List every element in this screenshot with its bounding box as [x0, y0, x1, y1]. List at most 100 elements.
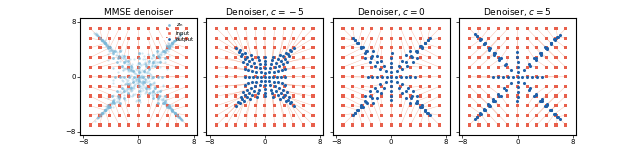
- Point: [489, 52, 499, 54]
- Point: [108, 52, 118, 54]
- Point: [513, 124, 523, 126]
- Point: [154, 96, 164, 98]
- Point: [412, 57, 422, 59]
- Point: [143, 47, 153, 49]
- Point: [104, 27, 115, 30]
- Point: [95, 47, 105, 49]
- Point: [138, 81, 148, 83]
- Point: [561, 37, 571, 39]
- Point: [152, 104, 163, 107]
- Point: [117, 65, 127, 67]
- Point: [164, 105, 174, 108]
- Point: [99, 42, 109, 44]
- Point: [147, 65, 157, 67]
- Point: [260, 88, 270, 90]
- Point: [147, 77, 157, 80]
- Point: [175, 116, 185, 119]
- Point: [135, 100, 145, 103]
- Point: [372, 97, 382, 99]
- Point: [102, 105, 113, 108]
- Point: [493, 85, 504, 88]
- Point: [545, 42, 556, 44]
- Point: [348, 66, 358, 68]
- Point: [138, 83, 148, 86]
- Point: [250, 76, 260, 78]
- Point: [561, 27, 571, 30]
- Point: [156, 53, 166, 55]
- Point: [123, 75, 133, 77]
- Point: [279, 114, 289, 117]
- Point: [138, 58, 148, 60]
- Point: [241, 124, 251, 126]
- Point: [338, 104, 348, 107]
- Point: [109, 97, 119, 100]
- Point: [250, 66, 260, 68]
- Point: [415, 85, 425, 88]
- Point: [250, 85, 260, 88]
- Point: [136, 81, 147, 84]
- Point: [120, 60, 130, 62]
- Point: [182, 56, 192, 59]
- Point: [134, 72, 145, 74]
- Point: [134, 67, 144, 70]
- Point: [375, 68, 385, 70]
- Point: [412, 101, 422, 104]
- Point: [480, 109, 490, 111]
- Point: [275, 97, 285, 100]
- Point: [289, 104, 299, 107]
- Point: [124, 62, 134, 65]
- Point: [146, 57, 156, 59]
- Point: [240, 68, 250, 71]
- Point: [128, 76, 138, 79]
- Point: [104, 95, 115, 97]
- Point: [175, 117, 185, 119]
- Point: [95, 114, 105, 117]
- Point: [145, 83, 155, 86]
- Point: [536, 53, 547, 56]
- Point: [289, 95, 299, 97]
- Point: [221, 76, 232, 78]
- Point: [96, 38, 106, 41]
- Point: [107, 100, 117, 103]
- Point: [367, 37, 377, 39]
- Point: [109, 50, 119, 52]
- Point: [123, 86, 133, 89]
- Point: [212, 114, 222, 117]
- Point: [289, 76, 299, 78]
- Point: [106, 48, 116, 50]
- Point: [124, 82, 134, 85]
- Point: [212, 104, 222, 107]
- Point: [145, 91, 156, 93]
- Point: [121, 78, 131, 80]
- Point: [493, 95, 504, 97]
- Point: [405, 76, 415, 78]
- Point: [363, 76, 373, 78]
- Point: [512, 51, 522, 53]
- Point: [415, 76, 425, 78]
- Point: [143, 75, 153, 78]
- Point: [106, 48, 116, 51]
- Point: [115, 59, 125, 62]
- Point: [231, 76, 241, 78]
- Point: [360, 57, 371, 60]
- Point: [532, 124, 542, 126]
- Point: [169, 111, 179, 114]
- Point: [417, 45, 427, 48]
- Point: [164, 107, 175, 110]
- Point: [166, 108, 177, 111]
- Point: [522, 75, 532, 78]
- Point: [120, 68, 130, 70]
- Point: [164, 55, 174, 57]
- Point: [386, 85, 396, 88]
- Point: [357, 37, 367, 39]
- Point: [376, 56, 387, 59]
- Point: [289, 56, 299, 59]
- Point: [123, 64, 133, 66]
- Point: [488, 76, 498, 78]
- Point: [170, 40, 180, 42]
- Point: [129, 70, 140, 72]
- Point: [535, 100, 545, 102]
- Point: [280, 100, 291, 102]
- Point: [154, 95, 164, 97]
- Point: [348, 114, 358, 117]
